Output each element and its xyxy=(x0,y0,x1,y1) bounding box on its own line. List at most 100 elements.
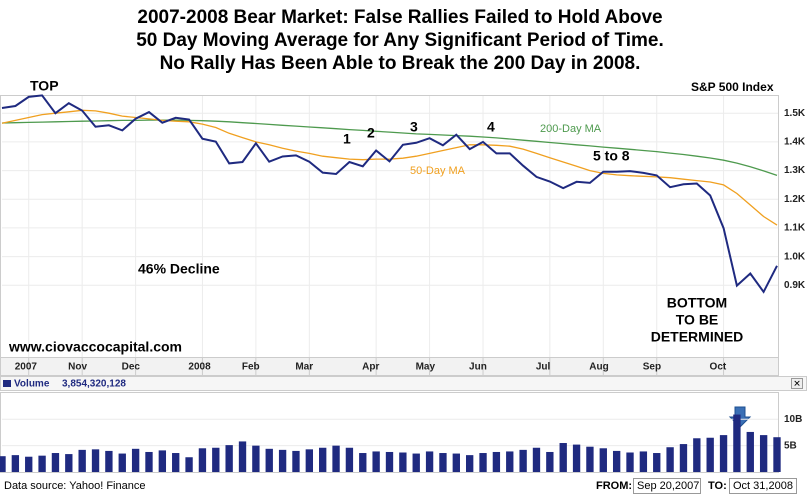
x-tick-label: 2008 xyxy=(188,362,211,373)
bar xyxy=(38,455,46,472)
to-date[interactable]: Oct 31,2008 xyxy=(733,480,793,492)
bar xyxy=(278,449,287,472)
bar xyxy=(412,453,420,472)
y-tick-label: 1.0K xyxy=(784,251,806,262)
bar xyxy=(305,449,314,472)
bar xyxy=(51,453,60,472)
bar xyxy=(626,452,634,472)
series-line xyxy=(1,109,778,226)
ma-label: 200-Day MA xyxy=(540,123,602,135)
bar xyxy=(238,441,247,472)
x-tick-label: Oct xyxy=(710,362,727,373)
bar xyxy=(546,451,554,472)
bar xyxy=(465,455,474,472)
bar xyxy=(145,451,153,472)
annotation: 5 to 8 xyxy=(593,148,630,164)
bar xyxy=(733,414,741,472)
x-tick-label: Dec xyxy=(122,362,141,373)
bar xyxy=(185,457,193,472)
bar xyxy=(158,450,167,472)
annotation: www.ciovaccocapital.com xyxy=(8,339,182,355)
plot-frame xyxy=(0,95,779,358)
bar xyxy=(212,447,220,472)
x-tick-label: Jun xyxy=(469,362,487,373)
bar xyxy=(319,447,327,472)
annotation: TOP xyxy=(30,78,59,94)
y-tick-label: 1.2K xyxy=(784,194,806,205)
x-tick-label: Mar xyxy=(295,362,313,373)
bar xyxy=(65,454,73,472)
from-label: FROM: xyxy=(596,480,632,492)
bar xyxy=(586,446,594,472)
close-icon[interactable]: ✕ xyxy=(793,378,801,388)
bar xyxy=(131,448,140,472)
annotation: 1 xyxy=(343,131,351,147)
bar xyxy=(666,447,674,472)
bar xyxy=(439,453,447,472)
chart-title: No Rally Has Been Able to Break the 200 … xyxy=(160,53,641,74)
annotation: 3 xyxy=(410,119,418,135)
annotation: 46% Decline xyxy=(138,261,220,277)
y-tick-label: 1.5K xyxy=(784,108,806,119)
data-source: Data source: Yahoo! Finance xyxy=(4,480,145,492)
annotation: BOTTOM xyxy=(667,295,727,311)
legend-value: 3,854,320,128 xyxy=(62,379,126,390)
chart-title: 50 Day Moving Average for Any Significan… xyxy=(136,30,664,51)
annotation: 2 xyxy=(367,125,375,141)
x-tick-label: Nov xyxy=(68,362,87,373)
bar xyxy=(559,443,567,472)
bar xyxy=(345,447,354,472)
legend-label: S&P 500 Index xyxy=(691,80,774,94)
x-tick-label: May xyxy=(416,362,436,373)
bar xyxy=(332,445,340,472)
bar xyxy=(492,451,501,472)
bar xyxy=(773,437,781,472)
bar xyxy=(572,444,581,472)
legend-swatch xyxy=(3,380,11,387)
series-line xyxy=(1,119,778,177)
bar xyxy=(118,453,126,472)
x-tick-label: Aug xyxy=(589,362,608,373)
bar xyxy=(198,448,207,472)
bar xyxy=(372,451,380,472)
bar xyxy=(265,448,273,472)
chart-title: 2007-2008 Bear Market: False Rallies Fai… xyxy=(137,7,662,28)
legend-label: Volume xyxy=(14,379,50,390)
bar xyxy=(612,450,621,472)
bar xyxy=(679,444,688,472)
bar xyxy=(292,450,300,472)
annotation: 4 xyxy=(487,119,495,135)
bar xyxy=(0,456,6,472)
bar xyxy=(706,437,714,472)
close-button[interactable] xyxy=(791,378,803,389)
x-tick-label: Feb xyxy=(242,362,260,373)
series-line xyxy=(1,94,778,294)
from-box[interactable] xyxy=(633,478,701,494)
bar xyxy=(172,453,180,472)
bar xyxy=(399,452,407,472)
bar xyxy=(78,449,86,472)
from-date[interactable]: Sep 20,2007 xyxy=(637,480,699,492)
bar xyxy=(639,451,648,472)
bar xyxy=(719,435,728,472)
y-tick-label: 1.1K xyxy=(784,223,806,234)
y-tick-label: 10B xyxy=(784,414,802,425)
bar xyxy=(746,431,754,472)
x-tick-label: Sep xyxy=(643,362,661,373)
bar xyxy=(653,453,661,472)
bar xyxy=(532,447,541,472)
x-tick-label: 2007 xyxy=(15,362,38,373)
y-tick-label: 0.9K xyxy=(784,280,806,291)
bar xyxy=(759,435,768,472)
bar xyxy=(225,445,233,472)
bar xyxy=(693,438,701,472)
x-tick-label: Jul xyxy=(536,362,551,373)
bar xyxy=(105,450,113,472)
to-box[interactable] xyxy=(729,478,797,494)
bar xyxy=(91,449,100,472)
bar xyxy=(359,453,367,472)
bar xyxy=(452,453,460,472)
bar xyxy=(11,455,20,472)
bar xyxy=(506,451,514,472)
bar xyxy=(425,451,434,472)
